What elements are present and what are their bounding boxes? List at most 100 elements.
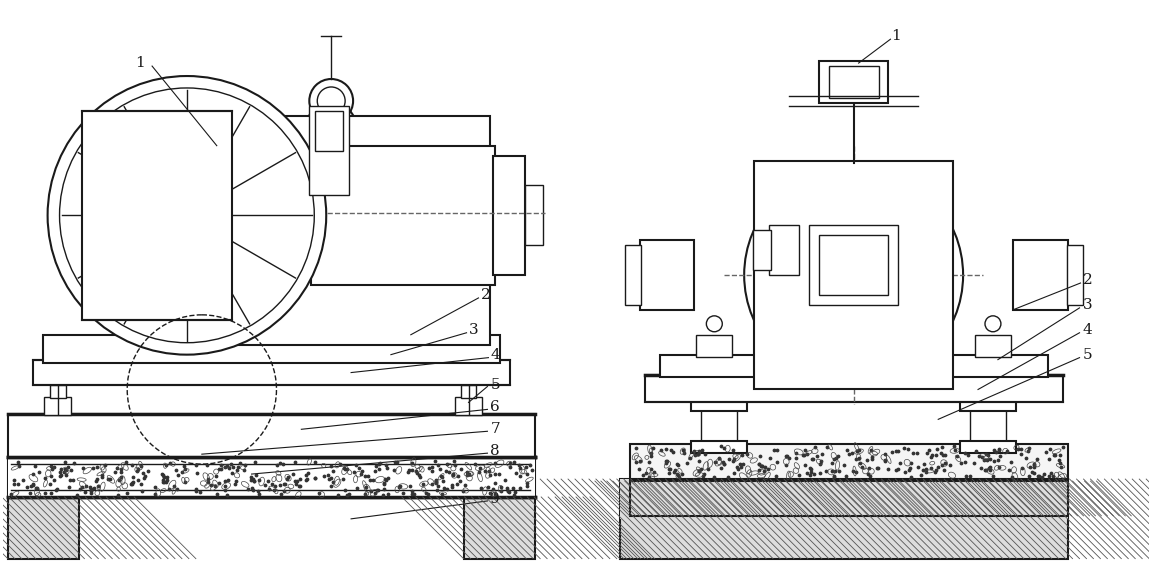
Point (695, 469, 713, 478)
Point (356, 490, 374, 499)
Point (123, 479, 142, 488)
Point (797, 450, 816, 459)
Point (222, 469, 241, 478)
Point (336, 465, 355, 474)
Point (679, 458, 697, 467)
Point (922, 453, 940, 462)
Bar (639, 240, 695, 310)
Point (275, 487, 294, 496)
Point (987, 448, 1006, 457)
Point (108, 490, 127, 499)
Point (417, 488, 435, 498)
Point (374, 478, 393, 487)
Point (207, 489, 226, 498)
Point (510, 463, 529, 472)
Point (492, 487, 510, 496)
Point (245, 458, 264, 467)
Point (265, 486, 283, 495)
Point (1049, 456, 1068, 465)
Point (479, 483, 498, 492)
Point (1021, 471, 1039, 480)
Bar (461, 385, 477, 398)
Point (190, 488, 209, 497)
Point (922, 464, 940, 473)
Bar (8, 415, 536, 457)
Point (449, 472, 468, 481)
Point (323, 473, 341, 482)
Point (977, 456, 995, 465)
Point (725, 454, 743, 463)
Point (1021, 463, 1039, 472)
Point (1001, 458, 1020, 467)
Point (499, 486, 517, 495)
Point (732, 460, 750, 469)
Bar (8, 459, 536, 497)
Point (82, 485, 100, 494)
Bar (819, 61, 888, 103)
Point (9, 479, 28, 488)
Point (813, 449, 832, 458)
Point (480, 467, 499, 476)
Point (423, 463, 441, 472)
Point (932, 449, 950, 458)
Point (517, 469, 536, 478)
Point (129, 475, 147, 485)
Point (1039, 454, 1058, 463)
Point (975, 456, 993, 465)
Point (480, 471, 499, 480)
Point (704, 472, 722, 481)
Point (14, 475, 32, 485)
Point (862, 445, 880, 454)
Point (378, 463, 396, 473)
Point (36, 474, 54, 483)
Point (972, 453, 991, 462)
Point (879, 465, 897, 474)
Point (365, 466, 384, 475)
Point (484, 485, 502, 494)
Point (499, 487, 517, 496)
Point (794, 450, 812, 460)
Point (403, 490, 422, 499)
Point (447, 479, 465, 488)
Point (661, 464, 680, 473)
Point (486, 459, 505, 468)
Point (74, 463, 92, 473)
Point (129, 465, 147, 474)
Point (286, 457, 304, 466)
Point (948, 451, 967, 460)
Point (154, 470, 173, 479)
Point (99, 475, 118, 484)
Point (485, 490, 503, 499)
Point (278, 474, 296, 483)
Point (858, 469, 877, 478)
Point (128, 466, 146, 475)
Bar (8, 497, 79, 559)
Point (43, 464, 61, 473)
Point (1032, 473, 1051, 482)
Point (642, 465, 660, 474)
Point (1040, 445, 1059, 454)
Point (427, 475, 446, 484)
Point (1017, 453, 1036, 462)
Point (445, 457, 463, 466)
Bar (620, 479, 1068, 559)
Bar (819, 190, 888, 242)
Point (1051, 450, 1069, 460)
Point (486, 470, 505, 479)
Point (429, 460, 447, 469)
Point (857, 456, 876, 465)
Point (876, 449, 894, 458)
Circle shape (317, 87, 346, 115)
Point (82, 486, 100, 495)
Bar (309, 106, 349, 195)
Bar (43, 335, 500, 362)
Point (1003, 473, 1022, 482)
Point (895, 444, 914, 453)
Point (808, 452, 826, 461)
Point (728, 462, 746, 471)
Point (419, 490, 438, 499)
Point (719, 473, 737, 482)
Point (725, 468, 743, 477)
Point (637, 468, 655, 477)
Bar (316, 111, 343, 151)
